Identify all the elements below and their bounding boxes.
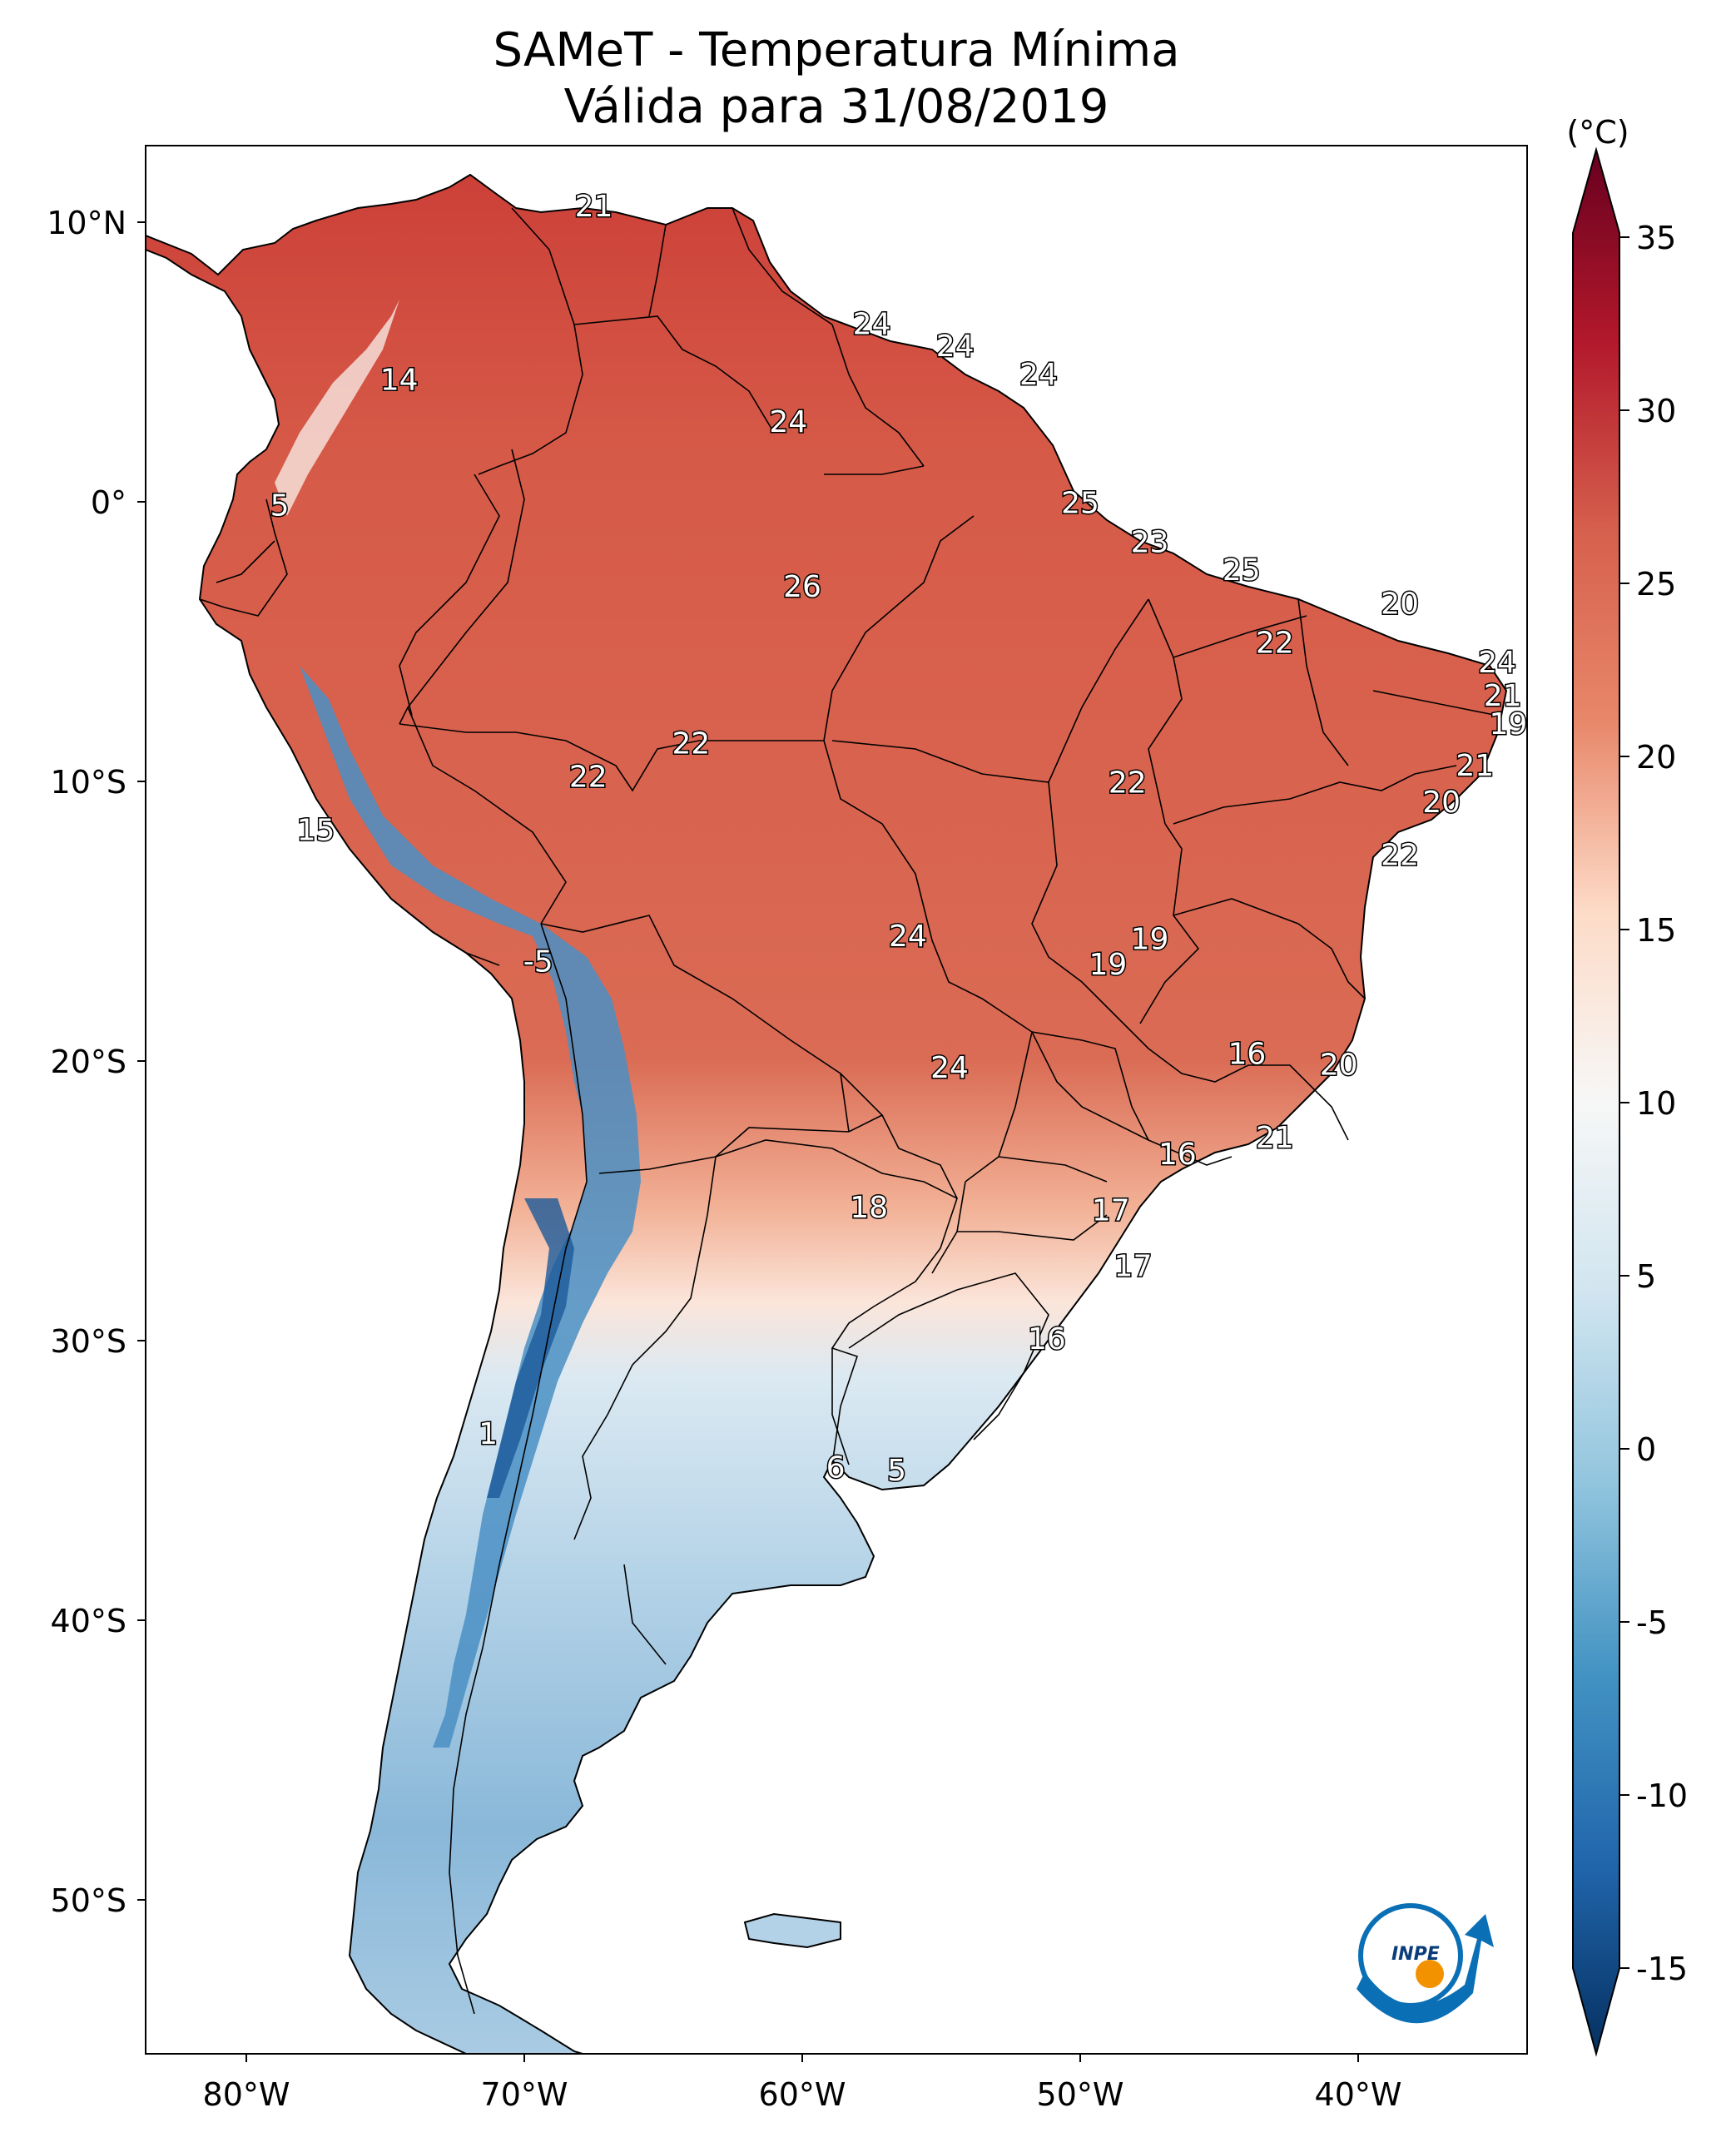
station-label: 25 bbox=[1223, 553, 1261, 588]
lat-tick-label: 50°S bbox=[51, 1882, 126, 1919]
station-label: -5 bbox=[523, 945, 553, 979]
colorbar-tick-label: 0 bbox=[1636, 1431, 1656, 1468]
colorbar-tick-label: 25 bbox=[1636, 566, 1676, 602]
country-borders bbox=[199, 207, 1499, 2015]
station-label: 24 bbox=[936, 330, 975, 364]
colorbar-tick-label: 20 bbox=[1636, 739, 1676, 776]
land-layer bbox=[146, 173, 1508, 2054]
falkland-islands bbox=[743, 1912, 841, 1949]
station-label: 25 bbox=[1061, 486, 1099, 520]
station-label: 5 bbox=[270, 489, 290, 523]
station-label: 20 bbox=[1381, 587, 1419, 621]
station-label: 24 bbox=[853, 307, 891, 341]
longitude-ticks: 80°W 70°W 60°W 50°W 40°W bbox=[203, 2054, 1402, 2113]
lat-tick-label: 10°S bbox=[51, 764, 126, 801]
lat-tick-label: 40°S bbox=[51, 1603, 126, 1639]
station-label: 18 bbox=[850, 1191, 888, 1225]
station-label: 20 bbox=[1422, 786, 1461, 820]
station-label: 22 bbox=[1109, 766, 1147, 800]
station-label: 15 bbox=[297, 813, 335, 847]
colorbar-tick-label: 35 bbox=[1636, 220, 1676, 256]
station-label: 19 bbox=[1489, 707, 1527, 741]
colorbar-unit: (°C) bbox=[1566, 114, 1629, 151]
latitude-ticks: 10°N 0° 10°S 20°S 30°S 40°S 50°S bbox=[47, 205, 146, 1919]
map-title-line1: SAMeT - Temperatura Mínima bbox=[493, 23, 1180, 77]
colorbar-tick-label: -15 bbox=[1636, 1951, 1688, 1987]
colorbar-tick-label: 15 bbox=[1636, 912, 1676, 949]
station-label: 24 bbox=[769, 405, 807, 439]
station-label: 6 bbox=[826, 1451, 846, 1485]
andes-deep-cold bbox=[487, 1198, 574, 1498]
inpe-logo-text: INPE bbox=[1391, 1944, 1440, 1965]
station-label: 17 bbox=[1092, 1193, 1130, 1227]
colorbar-tick-label: -10 bbox=[1636, 1778, 1688, 1814]
colorbar-tick-label: -5 bbox=[1636, 1604, 1668, 1641]
station-label: 16 bbox=[1228, 1037, 1266, 1071]
lon-tick-label: 60°W bbox=[759, 2076, 846, 2113]
station-label: 14 bbox=[380, 364, 419, 398]
inpe-logo: INPE bbox=[1357, 1903, 1494, 2024]
station-label: 1 bbox=[479, 1417, 498, 1451]
lat-tick-label: 0° bbox=[91, 484, 126, 521]
station-label: 16 bbox=[1028, 1322, 1066, 1356]
station-label: 16 bbox=[1158, 1138, 1197, 1172]
station-label: 22 bbox=[569, 761, 608, 795]
station-label: 21 bbox=[575, 190, 613, 224]
station-label: 5 bbox=[887, 1454, 906, 1488]
station-label: 22 bbox=[1256, 626, 1294, 660]
station-label: 20 bbox=[1320, 1049, 1358, 1083]
colorbar-ticks: 35 30 25 20 15 10 5 0 -5 -10 -15 bbox=[1619, 220, 1688, 1987]
colorbar-tick-label: 10 bbox=[1636, 1085, 1676, 1122]
lat-tick-label: 10°N bbox=[47, 205, 126, 241]
station-label: 19 bbox=[1089, 948, 1127, 982]
station-label: 23 bbox=[1131, 525, 1169, 559]
station-label: 24 bbox=[1478, 646, 1516, 680]
station-label: 17 bbox=[1114, 1250, 1153, 1284]
colorbar: (°C) 35 30 25 20 15 10 5 0 -5 -10 -15 bbox=[1566, 114, 1688, 2057]
colorbar-tick-label: 5 bbox=[1636, 1258, 1656, 1295]
station-label: 21 bbox=[1484, 679, 1522, 713]
lon-tick-label: 50°W bbox=[1037, 2076, 1124, 2113]
station-label: 22 bbox=[1381, 839, 1419, 873]
map-title-line2: Válida para 31/08/2019 bbox=[563, 80, 1109, 134]
station-label: 24 bbox=[930, 1051, 969, 1085]
station-label: 26 bbox=[783, 570, 821, 604]
station-label: 22 bbox=[672, 726, 710, 761]
station-label: 21 bbox=[1256, 1121, 1294, 1155]
lon-tick-label: 40°W bbox=[1315, 2076, 1402, 2113]
station-label: 21 bbox=[1456, 749, 1494, 783]
andes-cold-band bbox=[300, 666, 641, 1748]
station-label: 19 bbox=[1131, 923, 1169, 957]
colorbar-bar bbox=[1572, 146, 1620, 2057]
north-andes-cool bbox=[275, 300, 399, 516]
station-label: 24 bbox=[1019, 358, 1058, 392]
lon-tick-label: 80°W bbox=[203, 2076, 290, 2113]
lon-tick-label: 70°W bbox=[481, 2076, 568, 2113]
colorbar-tick-label: 30 bbox=[1636, 393, 1676, 429]
lat-tick-label: 20°S bbox=[51, 1044, 126, 1080]
station-label: 24 bbox=[889, 920, 927, 954]
lat-tick-label: 30°S bbox=[51, 1323, 126, 1360]
